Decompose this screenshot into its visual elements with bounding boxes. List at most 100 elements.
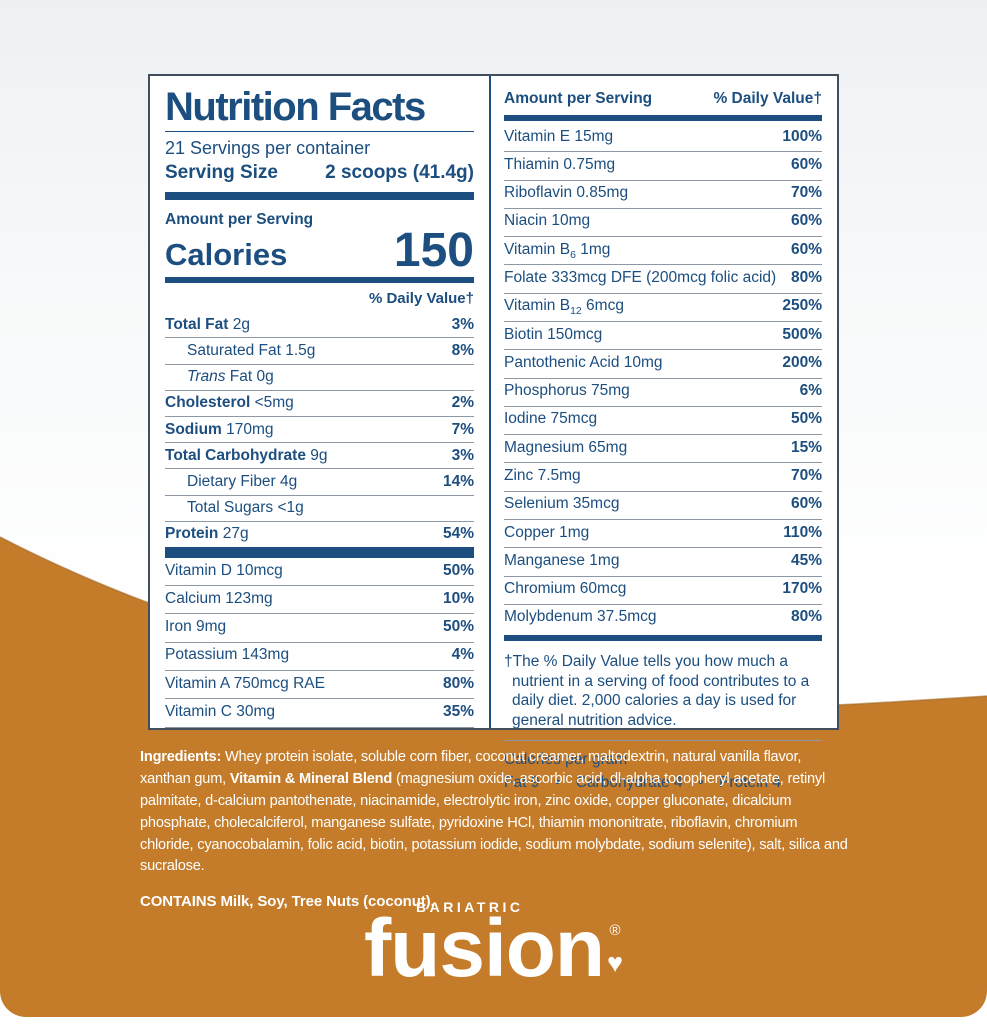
nutrient-daily-value: 80% bbox=[790, 608, 822, 626]
calories-label: Calories bbox=[165, 237, 288, 273]
serving-size-row: Serving Size 2 scoops (41.4g) bbox=[165, 160, 474, 190]
bariatric-fusion-logo: BARIATRIC fusion ® ♥ bbox=[364, 899, 623, 994]
heart-icon: ♥ bbox=[606, 948, 623, 978]
nutrient-daily-value: 6% bbox=[799, 382, 822, 400]
nutrient-row: Biotin 150mcg 500% bbox=[504, 322, 822, 351]
nutrient-label: Vitamin E 15mg bbox=[504, 127, 614, 145]
nutrient-row: Niacin 10mg 60% bbox=[504, 209, 822, 238]
logo-bariatric-text: BARIATRIC bbox=[416, 899, 524, 915]
nutrient-label: Saturated Fat 1.5g bbox=[187, 342, 316, 360]
nutrient-row: Iodine 75mcg 50% bbox=[504, 407, 822, 436]
ingredients-segment: (magnesium oxide, ascorbic acid, dl-alph… bbox=[140, 770, 848, 875]
nutrient-daily-value: 50% bbox=[442, 561, 474, 579]
nutrient-row: Total Carbohydrate 9g 3% bbox=[165, 443, 474, 470]
daily-value-header: % Daily Value† bbox=[713, 90, 822, 107]
nutrient-row: Total Sugars <1g bbox=[165, 496, 474, 522]
registered-trademark-icon: ® bbox=[609, 922, 621, 939]
nutrient-row: Vitamin A 750mcg RAE 80% bbox=[165, 671, 474, 700]
nutrient-daily-value: 2% bbox=[451, 394, 474, 412]
nutrient-row: Copper 1mg 110% bbox=[504, 520, 822, 549]
nutrient-label: Molybdenum 37.5mcg bbox=[504, 608, 657, 626]
daily-value-header: % Daily Value† bbox=[368, 290, 474, 308]
nutrient-daily-value: 60% bbox=[790, 155, 822, 173]
amount-per-serving-header: Amount per Serving bbox=[504, 90, 653, 107]
medium-bar bbox=[165, 277, 474, 284]
panel-right-column: Amount per Serving % Daily Value† Vitami… bbox=[491, 76, 837, 791]
nutrient-row: Vitamin C 30mg 35% bbox=[165, 699, 474, 728]
nutrient-label: Zinc 7.5mg bbox=[504, 466, 581, 484]
nutrient-label: Chromium 60mcg bbox=[504, 580, 627, 598]
nutrient-row: Cholesterol <5mg 2% bbox=[165, 391, 474, 417]
nutrient-row: Vitamin B12 6mcg 250% bbox=[504, 294, 822, 322]
nutrient-label: Sodium 170mg bbox=[165, 420, 274, 438]
nutrient-row: Vitamin D 10mcg 50% bbox=[165, 558, 474, 587]
nutrient-label: Calcium 123mg bbox=[165, 589, 273, 607]
calories-per-gram-title: Calories per gram bbox=[504, 751, 628, 769]
calories-value: 150 bbox=[393, 224, 474, 277]
nutrient-row: Calcium 123mg 10% bbox=[165, 586, 474, 615]
nutrient-daily-value: 7% bbox=[451, 420, 474, 438]
nutrient-daily-value: 3% bbox=[451, 446, 474, 464]
nutrient-row: Iron 9mg 50% bbox=[165, 614, 474, 643]
nutrient-daily-value: 70% bbox=[790, 466, 822, 484]
nutrient-daily-value: 60% bbox=[790, 495, 822, 513]
nutrient-label: Copper 1mg bbox=[504, 523, 590, 541]
nutrient-label: Riboflavin 0.85mg bbox=[504, 184, 629, 202]
nutrient-label: Selenium 35mcg bbox=[504, 495, 620, 513]
nutrient-label: Total Fat 2g bbox=[165, 315, 250, 333]
footnote-rule bbox=[504, 740, 822, 742]
nutrient-label: Thiamin 0.75mg bbox=[504, 155, 616, 173]
nutrient-label: Niacin 10mg bbox=[504, 212, 591, 230]
nutrient-label: Iodine 75mcg bbox=[504, 410, 598, 428]
nutrient-daily-value: 35% bbox=[442, 702, 474, 720]
servings-per-container: 21 Servings per container bbox=[165, 138, 371, 158]
nutrient-label: Vitamin B6 1mg bbox=[504, 240, 611, 261]
nutrient-label: Vitamin B12 6mcg bbox=[504, 297, 624, 318]
nutrient-row: Chromium 60mcg 170% bbox=[504, 577, 822, 605]
nutrient-label: Iron 9mg bbox=[165, 618, 227, 636]
nutrient-row: Dietary Fiber 4g 14% bbox=[165, 469, 474, 496]
nutrient-row: Potassium 143mg 4% bbox=[165, 643, 474, 672]
nutrient-row: Pantothenic Acid 10mg 200% bbox=[504, 350, 822, 379]
nutrient-daily-value: 70% bbox=[790, 184, 822, 202]
nutrient-daily-value: 200% bbox=[782, 353, 822, 371]
nutrient-daily-value: 500% bbox=[782, 325, 822, 343]
nutrient-label: Pantothenic Acid 10mg bbox=[504, 353, 663, 371]
nutrient-row: Total Fat 2g 3% bbox=[165, 312, 474, 339]
nutrient-row: Protein 27g 54% bbox=[165, 522, 474, 547]
nutrient-row: Vitamin B6 1mg 60% bbox=[504, 237, 822, 266]
right-vitamin-rows: Vitamin E 15mg 100% Thiamin 0.75mg 60% R… bbox=[504, 124, 822, 632]
nutrient-label: Vitamin D 10mcg bbox=[165, 561, 283, 579]
ingredients-paragraph: Ingredients: Whey protein isolate, solub… bbox=[140, 747, 854, 878]
nutrient-daily-value: 60% bbox=[790, 240, 822, 258]
title-rule bbox=[165, 131, 474, 132]
nutrient-row: Manganese 1mg 45% bbox=[504, 548, 822, 577]
nutrition-facts-panel: Nutrition Facts 21 Servings per containe… bbox=[148, 74, 839, 791]
nutrient-daily-value: 10% bbox=[442, 589, 474, 607]
nutrient-daily-value: 110% bbox=[783, 523, 822, 541]
nutrient-row: Magnesium 65mg 15% bbox=[504, 435, 822, 464]
nutrient-label: Magnesium 65mg bbox=[504, 438, 628, 456]
nutrient-row: Trans Fat 0g bbox=[165, 365, 474, 391]
nutrient-row: Molybdenum 37.5mcg 80% bbox=[504, 605, 822, 632]
ingredients-segment: Whey protein isolate, soluble corn fiber… bbox=[140, 749, 802, 787]
nutrient-daily-value: 3% bbox=[451, 315, 474, 333]
thick-bar bbox=[165, 546, 474, 558]
left-vitamin-rows: Vitamin D 10mcg 50% Calcium 123mg 10% Ir… bbox=[165, 558, 474, 728]
panel-left-column: Nutrition Facts 21 Servings per containe… bbox=[150, 76, 489, 728]
nutrient-label: Dietary Fiber 4g bbox=[187, 472, 298, 490]
nutrient-daily-value: 45% bbox=[790, 551, 822, 569]
daily-value-footnote: †The % Daily Value tells you how much a … bbox=[504, 653, 810, 729]
ingredients-segment: Ingredients: bbox=[140, 749, 225, 765]
calories-per-gram: Calories per gram Fat 9 • Carbohydrate 4… bbox=[504, 749, 822, 794]
logo-suffix: ® ♥ bbox=[607, 923, 623, 977]
nutrition-facts-title: Nutrition Facts bbox=[165, 85, 426, 129]
macro-nutrient-rows: Total Fat 2g 3% Saturated Fat 1.5g 8% Tr… bbox=[165, 312, 474, 547]
logo-fusion-text: fusion bbox=[364, 903, 605, 994]
calories-row: Calories 150 bbox=[165, 224, 474, 277]
nutrient-daily-value: 4% bbox=[451, 646, 474, 664]
nutrient-label: Phosphorus 75mg bbox=[504, 382, 630, 400]
thick-bar bbox=[165, 192, 474, 200]
serving-size-label: Serving Size bbox=[165, 162, 278, 183]
